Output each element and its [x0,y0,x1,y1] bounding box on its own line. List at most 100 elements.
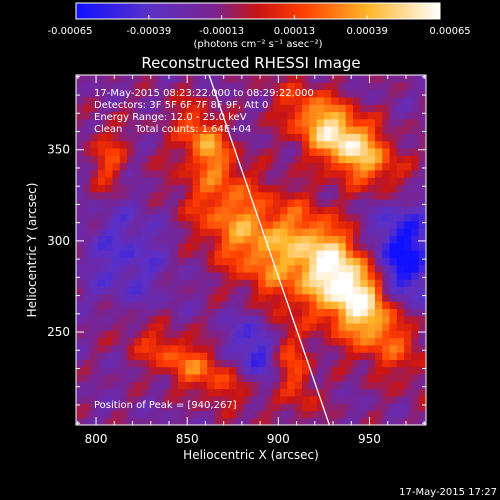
heatmap-cell [374,191,383,200]
heatmap-cell [76,162,84,171]
heatmap-cell [404,75,413,83]
heatmap-cell [309,410,318,419]
heatmap-cell [112,198,121,207]
heatmap-cell [367,169,376,178]
heatmap-cell [251,257,259,266]
heatmap-cell [163,228,172,237]
heatmap-cell [294,104,303,113]
heatmap-cell [411,301,420,309]
heatmap-cell [97,293,106,302]
heatmap-cell [163,366,172,375]
heatmap-cell [287,191,296,200]
heatmap-cell [156,198,165,207]
heatmap-cell [105,235,114,244]
heatmap-cell [119,118,128,127]
heatmap-cell [360,75,369,83]
heatmap-cell [127,133,135,142]
heatmap-cell [97,162,106,171]
heatmap-cell [345,177,354,185]
heatmap-cell [280,140,289,149]
heatmap-cell [280,82,289,91]
heatmap-cell [374,322,383,331]
heatmap-cell [382,213,391,222]
heatmap-cell [243,155,252,164]
heatmap-cell [258,191,267,200]
heatmap-cell [280,184,289,193]
heatmap-cell [258,322,267,331]
heatmap-cell [389,395,398,404]
heatmap-cell [258,373,267,382]
heatmap-cell [374,403,383,412]
heatmap-cell [112,155,121,164]
heatmap-cell [331,293,340,302]
heatmap-cell [360,184,369,193]
heatmap-cell [294,395,303,404]
heatmap-cell [127,301,135,309]
heatmap-cell [251,133,259,142]
heatmap-cell [360,264,369,273]
heatmap-cell [396,162,405,171]
heatmap-cell [331,322,340,331]
heatmap-cell [192,330,201,339]
heatmap-cell [134,191,143,200]
heatmap-cell [316,366,325,375]
heatmap-cell [185,410,194,419]
heatmap-cell [243,242,252,251]
heatmap-cell [418,198,426,207]
heatmap-cell [360,162,369,171]
heatmap-cell [287,75,296,83]
heatmap-cell [127,140,135,149]
heatmap-cell [214,337,223,346]
heatmap-cell [119,82,128,91]
heatmap-cell [374,111,383,120]
heatmap-cell [389,169,398,178]
heatmap-cell [236,417,245,425]
heatmap-cell [331,417,340,425]
heatmap-cell [374,133,383,142]
heatmap-cell [148,395,157,404]
heatmap-cell [105,242,114,251]
heatmap-cell [331,271,340,280]
heatmap-cell [83,133,92,142]
heatmap-cell [404,257,413,266]
heatmap-cell [411,147,420,156]
heatmap-cell [309,89,318,98]
heatmap-cell [178,89,186,98]
heatmap-cell [127,89,135,98]
heatmap-cell [214,388,223,397]
heatmap-cell [83,111,92,120]
heatmap-cell [302,111,310,120]
heatmap-cell [382,388,391,397]
heatmap-cell [90,366,99,375]
heatmap-cell [243,191,252,200]
heatmap-cell [251,82,259,91]
heatmap-cell [134,352,143,360]
heatmap-cell [331,242,340,251]
heatmap-cell [119,293,128,302]
heatmap-cell [185,352,194,360]
heatmap-cell [83,147,92,156]
heatmap-cell [272,184,281,193]
heatmap-cell [105,96,114,105]
heatmap-cell [127,82,135,91]
heatmap-cell [134,366,143,375]
heatmap-cell [258,403,267,412]
heatmap-cell [170,359,179,368]
heatmap-cell [287,228,296,237]
heatmap-cell [367,162,376,171]
heatmap-cell [280,344,289,353]
heatmap-cell [243,322,252,331]
heatmap-cell [178,395,186,404]
heatmap-cell [156,133,165,142]
heatmap-cell [90,96,99,105]
heatmap-cell [214,228,223,237]
heatmap-cell [119,220,128,229]
heatmap-cell [309,250,318,258]
heatmap-cell [272,417,281,425]
heatmap-cell [127,177,135,185]
heatmap-cell [280,96,289,105]
heatmap-cell [302,96,310,105]
heatmap-cell [316,279,325,288]
heatmap-cell [287,242,296,251]
heatmap-cell [287,395,296,404]
